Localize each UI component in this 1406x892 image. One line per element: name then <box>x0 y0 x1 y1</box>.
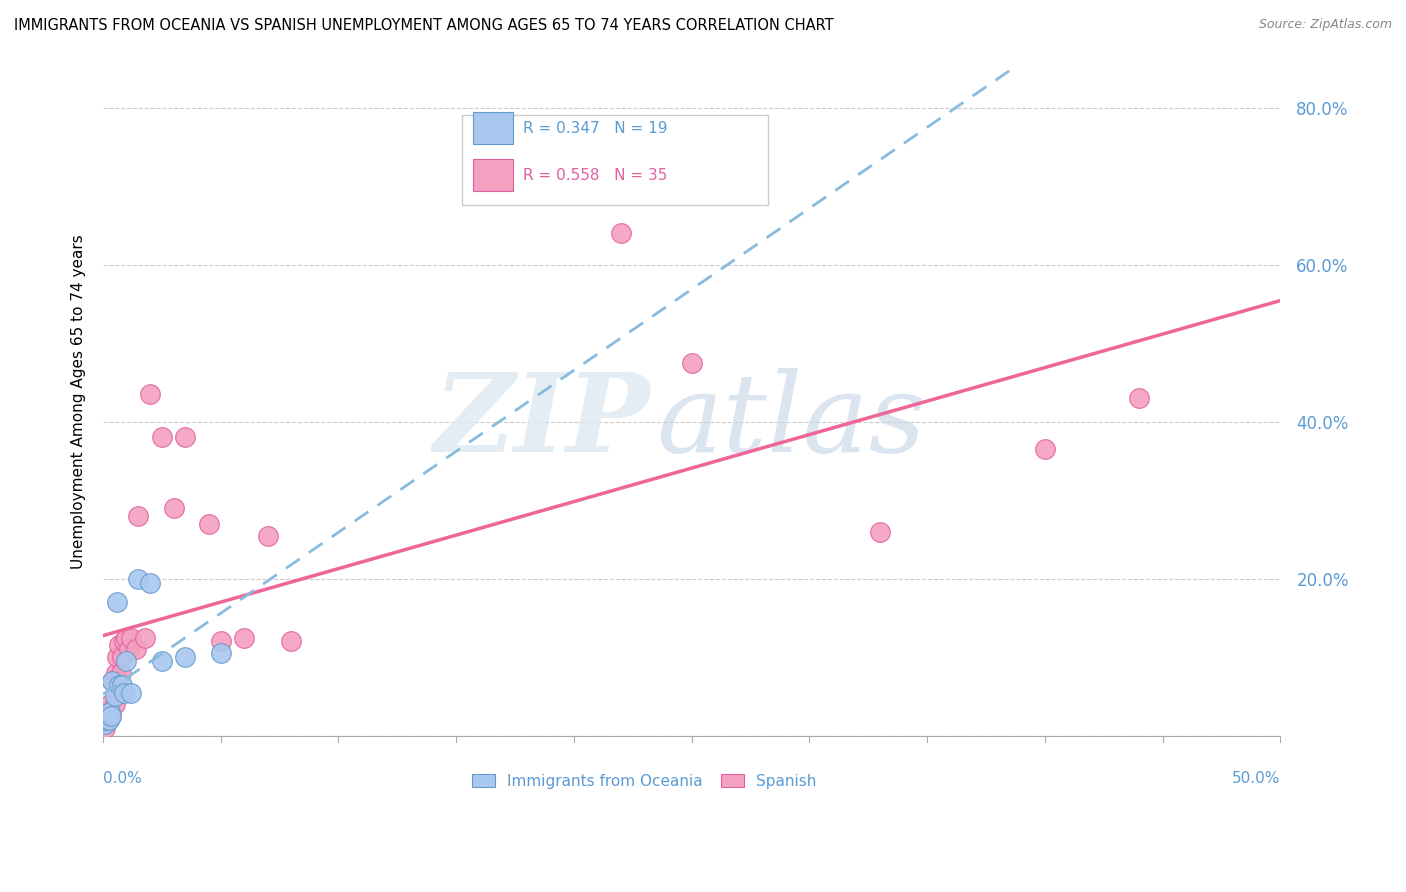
Point <box>105 650 128 665</box>
Point <box>127 572 149 586</box>
Point <box>104 698 127 712</box>
Point <box>111 650 134 665</box>
FancyBboxPatch shape <box>472 159 513 191</box>
Point <box>94 721 117 735</box>
Point <box>108 678 131 692</box>
Point <box>101 673 124 688</box>
Point <box>96 713 118 727</box>
Point <box>118 642 141 657</box>
Text: atlas: atlas <box>657 368 927 475</box>
FancyBboxPatch shape <box>472 112 513 144</box>
Point <box>112 634 135 648</box>
Point <box>134 631 156 645</box>
Text: R = 0.558   N = 35: R = 0.558 N = 35 <box>523 168 668 183</box>
Point <box>233 631 256 645</box>
Point <box>100 709 122 723</box>
Point <box>115 631 138 645</box>
Text: 50.0%: 50.0% <box>1232 771 1281 786</box>
Point <box>105 595 128 609</box>
Point <box>125 642 148 657</box>
Point <box>209 634 232 648</box>
Point <box>115 654 138 668</box>
Point <box>1128 391 1150 405</box>
Point <box>97 709 120 723</box>
Point <box>101 673 124 688</box>
Point <box>139 575 162 590</box>
Point <box>162 501 184 516</box>
Text: R = 0.347   N = 19: R = 0.347 N = 19 <box>523 121 668 136</box>
Point <box>120 631 142 645</box>
Point <box>150 430 173 444</box>
Point <box>104 690 127 704</box>
Point <box>96 713 118 727</box>
Point <box>107 673 129 688</box>
Point <box>681 356 703 370</box>
Point <box>120 685 142 699</box>
Text: 0.0%: 0.0% <box>103 771 142 786</box>
Point <box>610 227 633 241</box>
FancyBboxPatch shape <box>463 115 768 205</box>
Point <box>139 387 162 401</box>
Point <box>100 709 122 723</box>
Point <box>111 678 134 692</box>
Text: ZIP: ZIP <box>434 368 651 475</box>
Point <box>108 639 131 653</box>
Point <box>104 665 127 680</box>
Point <box>256 528 278 542</box>
Point <box>127 508 149 523</box>
Point <box>94 717 117 731</box>
Point <box>198 516 221 531</box>
Point <box>97 713 120 727</box>
Point <box>98 698 121 712</box>
Point <box>280 634 302 648</box>
Point <box>97 705 120 719</box>
Text: IMMIGRANTS FROM OCEANIA VS SPANISH UNEMPLOYMENT AMONG AGES 65 TO 74 YEARS CORREL: IMMIGRANTS FROM OCEANIA VS SPANISH UNEMP… <box>14 18 834 33</box>
Point <box>98 705 121 719</box>
Legend: Immigrants from Oceania, Spanish: Immigrants from Oceania, Spanish <box>467 767 823 795</box>
Point <box>1033 442 1056 457</box>
Point <box>209 646 232 660</box>
Point <box>97 709 120 723</box>
Y-axis label: Unemployment Among Ages 65 to 74 years: Unemployment Among Ages 65 to 74 years <box>72 235 86 569</box>
Point <box>174 650 197 665</box>
Text: Source: ZipAtlas.com: Source: ZipAtlas.com <box>1258 18 1392 31</box>
Point <box>174 430 197 444</box>
Point <box>110 665 132 680</box>
Point <box>869 524 891 539</box>
Point <box>150 654 173 668</box>
Point <box>112 685 135 699</box>
